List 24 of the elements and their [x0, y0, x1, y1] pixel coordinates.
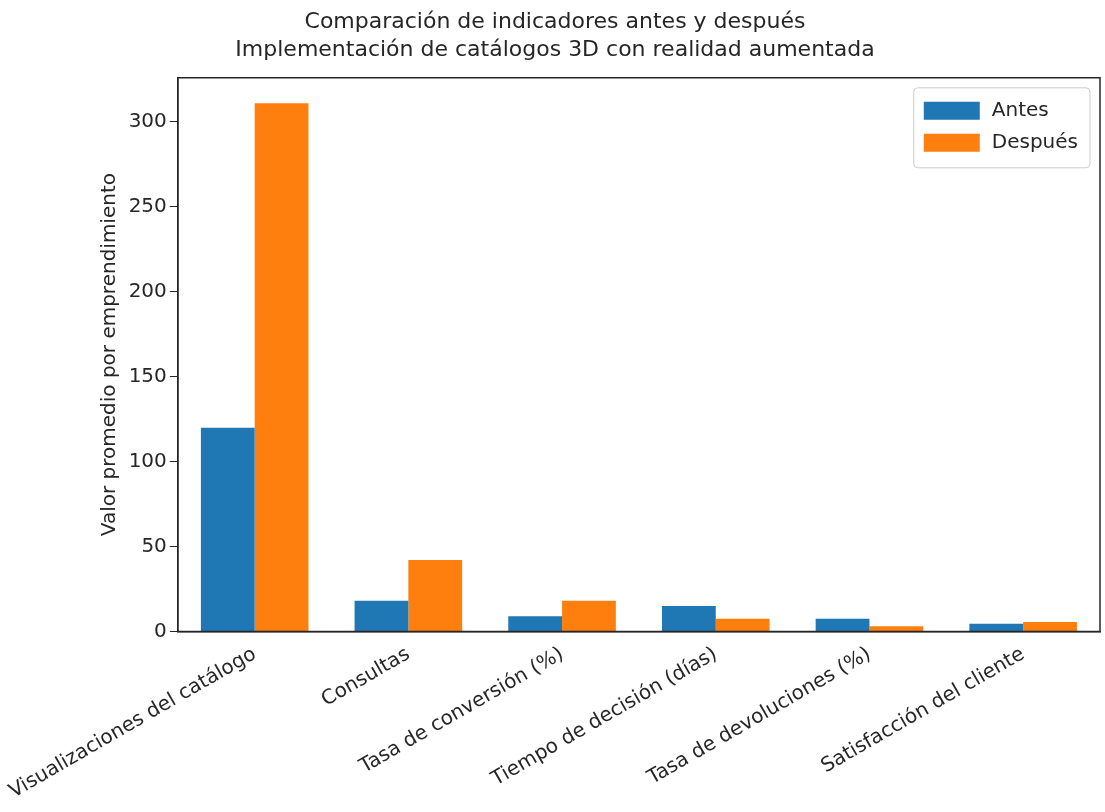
- legend-label: Después: [991, 129, 1079, 153]
- legend-label: Antes: [991, 97, 1049, 121]
- y-tick-label: 100: [128, 447, 167, 472]
- bar: [869, 626, 924, 631]
- y-tick-label: 250: [128, 193, 167, 218]
- bar: [1023, 622, 1077, 631]
- bar: [200, 427, 255, 631]
- chart-title: Comparación de indicadores antes y después: [304, 7, 806, 33]
- bar: [661, 605, 716, 631]
- bar: [354, 600, 409, 631]
- bar: [715, 618, 770, 631]
- bar: [562, 600, 616, 631]
- y-tick-label: 150: [128, 362, 167, 387]
- y-tick-label: 300: [128, 108, 167, 133]
- bar: [408, 560, 463, 631]
- y-tick-label: 200: [128, 277, 167, 302]
- bar: [815, 618, 870, 631]
- chart-subtitle: Implementación de catálogos 3D con realidad aumentada: [235, 36, 875, 62]
- y-tick-label: 50: [141, 532, 167, 557]
- bar: [969, 623, 1024, 631]
- bar: [508, 616, 563, 631]
- y-axis-title: Valor promedio por emprendimiento: [95, 173, 120, 537]
- y-tick-label: 0: [154, 617, 167, 642]
- bar: [254, 103, 309, 631]
